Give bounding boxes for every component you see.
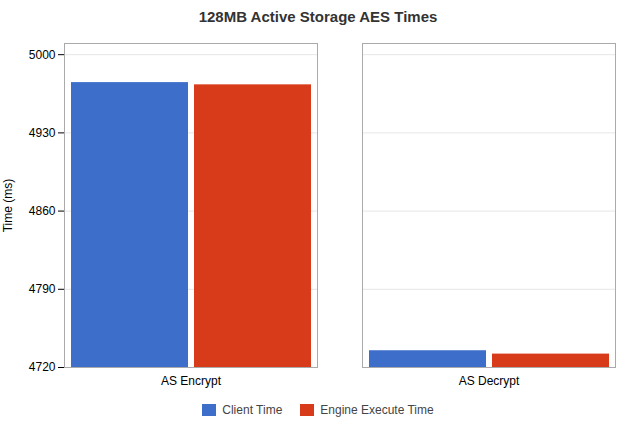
html-text:Engine Execute Time: Engine Execute Time (320, 403, 434, 417)
html-text:Client Time: Client Time (222, 403, 283, 417)
html-text:128MB Active Storage AES Times: 128MB Active Storage AES Times (198, 8, 438, 25)
svg-text:4860: 4860 (29, 204, 56, 218)
svg-text:Time (ms): Time (ms) (1, 179, 15, 233)
svg-text:AS Decrypt: AS Decrypt (459, 374, 520, 388)
svg-text:5000: 5000 (29, 48, 56, 62)
svg-text:AS Encrypt: AS Encrypt (161, 374, 222, 388)
svg-text:4720: 4720 (29, 360, 56, 374)
svg-text:4930: 4930 (29, 126, 56, 140)
svg-text:4790: 4790 (29, 282, 56, 296)
